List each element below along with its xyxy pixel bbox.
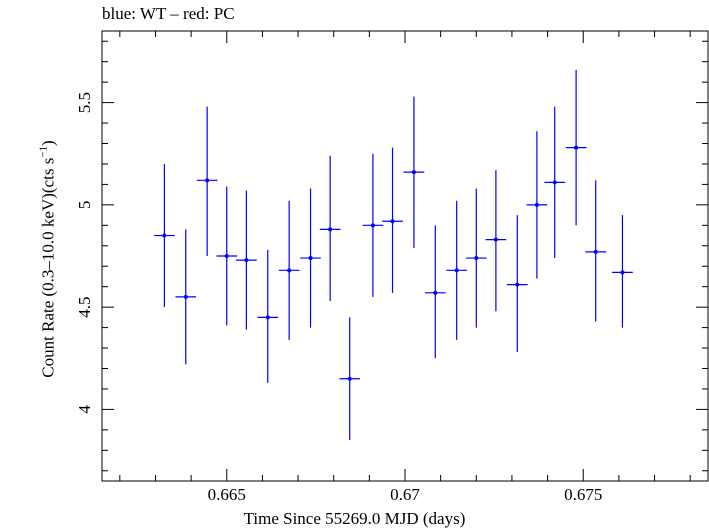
point-marker [433, 290, 438, 295]
point-marker [515, 282, 520, 287]
point-marker [534, 202, 539, 207]
data-point [339, 317, 361, 441]
x-tick-label: 0.67 [390, 485, 420, 504]
data-point [382, 147, 403, 293]
point-marker [287, 268, 292, 273]
data-point [465, 188, 487, 328]
data-point [319, 155, 341, 301]
point-marker [205, 178, 210, 183]
point-marker [552, 180, 557, 185]
point-marker [265, 315, 270, 320]
data-point [362, 153, 384, 297]
point-marker [493, 237, 498, 242]
data-point [526, 131, 548, 279]
point-marker [390, 219, 395, 224]
data-point [424, 225, 446, 359]
chart-title: blue: WT – red: PC [102, 4, 235, 23]
x-axis-label: Time Since 55269.0 MJD (days) [243, 509, 466, 528]
tick-labels: 0.665 0.67 0.675 4 4.5 5 5.5 [75, 92, 602, 504]
data-points [154, 69, 633, 441]
point-marker [574, 145, 579, 150]
y-tick-label: 5 [75, 201, 94, 210]
y-tick-label: 4.5 [75, 297, 94, 318]
data-point [300, 188, 321, 328]
axis-ticks [102, 31, 708, 481]
y-tick-label: 4 [75, 405, 94, 414]
point-marker [370, 223, 375, 228]
data-point [278, 200, 300, 340]
point-marker [244, 258, 249, 263]
point-marker [224, 254, 229, 258]
point-marker [474, 256, 479, 261]
plot-frame [101, 30, 709, 482]
point-marker [162, 233, 167, 238]
data-point [506, 215, 528, 353]
y-axis-label-close: ) [38, 140, 58, 146]
point-marker [454, 268, 459, 273]
x-tick-label: 0.675 [564, 485, 602, 504]
point-marker [328, 227, 333, 232]
y-tick-label: 5.5 [75, 92, 94, 113]
data-point [257, 249, 279, 383]
data-point [196, 106, 218, 256]
y-axis-label-main: Count Rate (0.3–10.0 keV)(cts s [38, 157, 58, 378]
data-point [612, 215, 633, 328]
data-point [565, 69, 587, 226]
data-point [446, 200, 468, 340]
data-point [236, 190, 257, 330]
data-point [216, 186, 238, 326]
data-point [585, 180, 607, 322]
point-marker [593, 249, 598, 254]
point-marker [183, 294, 188, 299]
point-marker [308, 256, 313, 261]
point-marker [411, 170, 416, 175]
data-point [154, 163, 175, 308]
point-marker [347, 376, 352, 381]
y-axis-label: Count Rate (0.3–10.0 keV)(cts s−1) [38, 140, 59, 377]
point-marker [620, 270, 625, 275]
data-point [544, 106, 566, 259]
data-point [403, 96, 425, 248]
x-tick-label: 0.665 [208, 485, 246, 504]
y-axis-label-exponent: −1 [37, 145, 50, 158]
data-point [485, 170, 507, 312]
data-point [175, 229, 197, 365]
